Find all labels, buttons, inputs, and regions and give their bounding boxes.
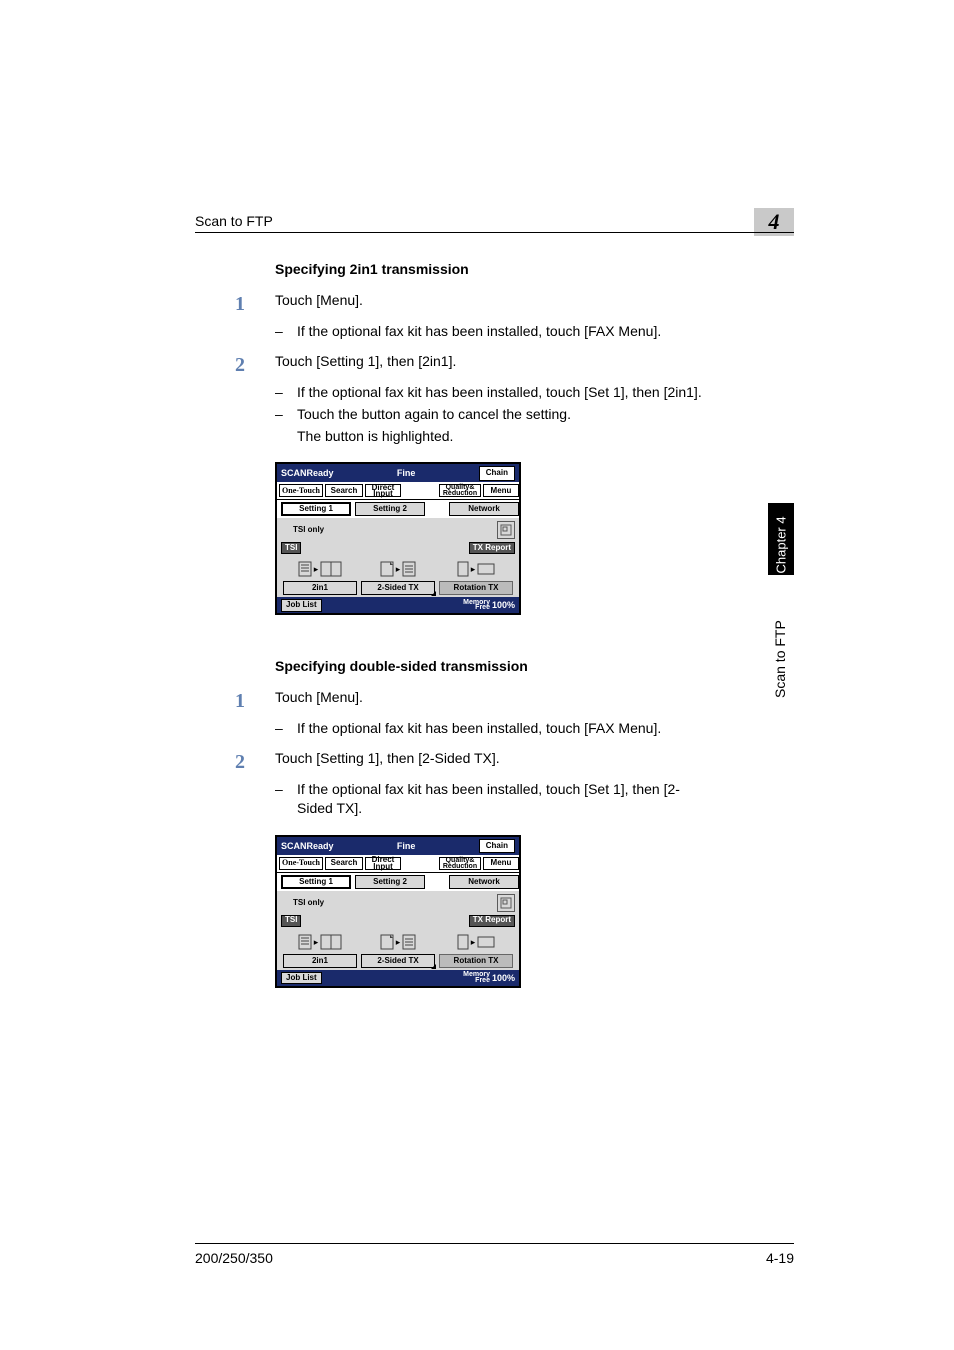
lcd-tsi-button[interactable]: TSI xyxy=(281,915,301,927)
lcd-menu-tab[interactable]: Menu xyxy=(483,484,519,497)
bullet-dash: – xyxy=(275,383,297,402)
lcd-job-list-button[interactable]: Job List xyxy=(281,972,322,985)
lcd-tx-report-button[interactable]: TX Report xyxy=(469,915,515,927)
lcd-setting2-tab[interactable]: Setting 2 xyxy=(355,502,425,516)
lcd-fine: Fine xyxy=(334,840,479,852)
step-text: Touch [Menu]. xyxy=(275,688,715,715)
step-number: 1 xyxy=(235,688,275,715)
lcd-rotation-tx-button[interactable]: Rotation TX xyxy=(439,581,513,595)
sub-step-text: If the optional fax kit has been install… xyxy=(297,719,661,738)
rotation-icon: ▸ xyxy=(437,561,515,577)
lcd-panel: SCANReady Fine Chain One-Touch Search Di… xyxy=(275,835,521,988)
lcd-tsi-only-label: TSI only xyxy=(293,898,324,909)
footer-page: 4-19 xyxy=(766,1250,794,1266)
lcd-2sided-tx-button[interactable]: 2-Sided TX xyxy=(361,581,435,595)
lcd-network-tab[interactable]: Network xyxy=(449,875,519,889)
footer-model: 200/250/350 xyxy=(195,1250,273,1266)
stamp-icon[interactable] xyxy=(497,894,515,912)
two-sided-icon: ▸ xyxy=(359,934,437,950)
lcd-direct-input-tab[interactable]: DirectInput xyxy=(365,857,401,870)
lcd-setting2-tab[interactable]: Setting 2 xyxy=(355,875,425,889)
section-heading: Specifying double-sided transmission xyxy=(275,657,715,676)
sub-step-text: If the optional fax kit has been install… xyxy=(297,383,702,402)
sub-step-text: If the optional fax kit has been install… xyxy=(297,780,715,818)
lcd-memory-percent: 100% xyxy=(492,972,515,984)
bullet-dash: – xyxy=(275,405,297,424)
lcd-chain-button[interactable]: Chain xyxy=(479,839,515,854)
two-in-one-icon: ▸ xyxy=(281,561,359,577)
lcd-scan-ready: SCANReady xyxy=(281,467,334,479)
lcd-2in1-button[interactable]: 2in1 xyxy=(283,954,357,968)
lcd-scan-ready: SCANReady xyxy=(281,840,334,852)
step-number: 2 xyxy=(235,749,275,776)
step-text: Touch [Setting 1], then [2-Sided TX]. xyxy=(275,749,715,776)
lcd-memory-label: MemoryFree xyxy=(463,972,490,983)
lcd-chain-button[interactable]: Chain xyxy=(479,466,515,481)
chapter-number: 4 xyxy=(769,209,780,234)
sub-step-text: If the optional fax kit has been install… xyxy=(297,322,661,341)
lcd-job-list-button[interactable]: Job List xyxy=(281,599,322,612)
two-in-one-icon: ▸ xyxy=(281,934,359,950)
stamp-icon[interactable] xyxy=(497,521,515,539)
lcd-rotation-tx-button[interactable]: Rotation TX xyxy=(439,954,513,968)
lcd-panel: SCANReady Fine Chain One-Touch Search Di… xyxy=(275,462,521,615)
lcd-menu-tab[interactable]: Menu xyxy=(483,857,519,870)
lcd-quality-reduction-tab[interactable]: Quality&Reduction xyxy=(439,484,481,497)
bullet-dash: – xyxy=(275,719,297,738)
side-section-label: Scan to FTP xyxy=(768,600,794,710)
lcd-tsi-button[interactable]: TSI xyxy=(281,542,301,554)
sub-step-text: Touch the button again to cancel the set… xyxy=(297,405,571,424)
rotation-icon: ▸ xyxy=(437,934,515,950)
lcd-search-tab[interactable]: Search xyxy=(325,857,363,870)
side-chapter-tab: Chapter 4 xyxy=(768,503,794,575)
lcd-quality-reduction-tab[interactable]: Quality&Reduction xyxy=(439,857,481,870)
lcd-tx-report-button[interactable]: TX Report xyxy=(469,542,515,554)
bullet-dash: – xyxy=(275,780,297,818)
lcd-setting1-tab[interactable]: Setting 1 xyxy=(281,502,351,516)
lcd-one-touch-tab[interactable]: One-Touch xyxy=(279,484,323,497)
lcd-one-touch-tab[interactable]: One-Touch xyxy=(279,857,323,870)
lcd-2sided-tx-button[interactable]: 2-Sided TX xyxy=(361,954,435,968)
lcd-fine: Fine xyxy=(334,467,479,479)
header-section: Scan to FTP xyxy=(195,213,273,229)
lcd-search-tab[interactable]: Search xyxy=(325,484,363,497)
bullet-dash: – xyxy=(275,322,297,341)
step-text: Touch [Setting 1], then [2in1]. xyxy=(275,352,715,379)
lcd-tsi-only-label: TSI only xyxy=(293,525,324,536)
section-heading: Specifying 2in1 transmission xyxy=(275,260,715,279)
lcd-setting1-tab[interactable]: Setting 1 xyxy=(281,875,351,889)
step-number: 1 xyxy=(235,291,275,318)
lcd-direct-input-tab[interactable]: DirectInput xyxy=(365,484,401,497)
step-note: The button is highlighted. xyxy=(297,427,453,446)
step-number: 2 xyxy=(235,352,275,379)
step-text: Touch [Menu]. xyxy=(275,291,715,318)
lcd-memory-label: MemoryFree xyxy=(463,600,490,611)
two-sided-icon: ▸ xyxy=(359,561,437,577)
header-rule xyxy=(195,232,794,233)
lcd-2in1-button[interactable]: 2in1 xyxy=(283,581,357,595)
lcd-memory-percent: 100% xyxy=(492,599,515,611)
lcd-network-tab[interactable]: Network xyxy=(449,502,519,516)
